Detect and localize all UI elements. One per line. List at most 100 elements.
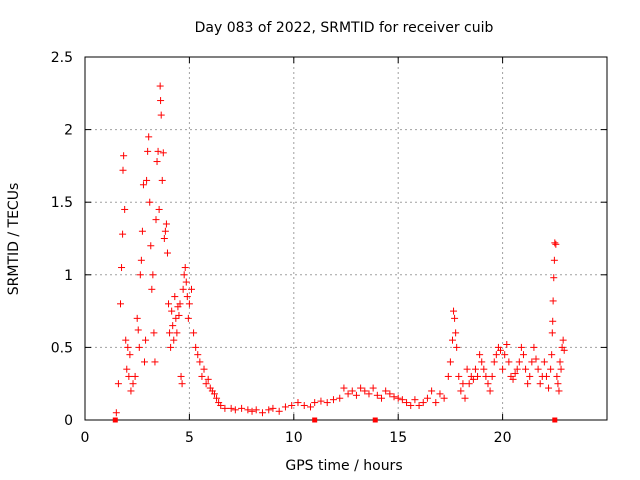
data-point [461, 394, 469, 402]
data-point [542, 372, 550, 380]
data-point [501, 351, 509, 359]
data-point [398, 396, 406, 404]
data-point [123, 365, 131, 373]
data-point [156, 82, 164, 90]
data-point [244, 406, 252, 414]
x-tick-label: 15 [389, 430, 407, 446]
data-point [221, 404, 229, 412]
data-point [505, 358, 513, 366]
data-point [503, 340, 511, 348]
data-point [478, 358, 486, 366]
data-point [432, 399, 440, 407]
data-point [252, 406, 260, 414]
data-point [217, 401, 225, 409]
data-point [517, 343, 525, 351]
y-axis-label: SRMTID / TECUs [6, 183, 22, 296]
data-point [423, 394, 431, 402]
data-point [480, 365, 488, 373]
data-point [150, 329, 158, 337]
data-point [549, 297, 557, 305]
data-point [166, 329, 174, 337]
data-point [200, 365, 208, 373]
data-point [407, 401, 415, 409]
data-point [453, 343, 461, 351]
data-point [116, 300, 124, 308]
data-point [329, 396, 337, 404]
data-point [377, 394, 385, 402]
zero-marker [372, 417, 378, 423]
data-point [137, 256, 145, 264]
data-point [415, 401, 423, 409]
plot-frame [84, 56, 608, 421]
data-point [185, 300, 193, 308]
data-point [138, 227, 146, 235]
data-point [336, 394, 344, 402]
axis-ticks: 0 5 10 15 20 0 0.5 1 1.5 2 2.5 [51, 50, 607, 446]
data-point [340, 384, 348, 392]
data-point [144, 147, 152, 155]
data-point [112, 409, 120, 417]
data-point [497, 346, 505, 354]
data-point [452, 329, 460, 337]
data-point [227, 404, 235, 412]
data-point [471, 365, 479, 373]
data-point [528, 358, 536, 366]
data-point [179, 285, 187, 293]
data-point [210, 390, 218, 398]
data-point [524, 380, 532, 388]
data-point [386, 390, 394, 398]
data-point [178, 380, 186, 388]
data-point [540, 358, 548, 366]
data-point [135, 343, 143, 351]
data-point [382, 387, 390, 395]
data-point [143, 176, 151, 184]
data-points [112, 82, 568, 423]
data-point [196, 358, 204, 366]
data-point [557, 365, 565, 373]
data-point [352, 391, 360, 399]
data-point [265, 406, 273, 414]
data-point [526, 372, 534, 380]
data-point [440, 394, 448, 402]
data-point [450, 307, 458, 315]
data-point [184, 314, 192, 322]
data-point [548, 351, 556, 359]
data-point [490, 358, 498, 366]
data-point [536, 380, 544, 388]
data-point [119, 230, 127, 238]
data-point [465, 380, 473, 388]
data-point [158, 176, 166, 184]
data-point [141, 358, 149, 366]
data-point [162, 220, 170, 228]
y-tick-label: 0.5 [51, 340, 73, 356]
data-point [545, 384, 553, 392]
data-point [403, 399, 411, 407]
data-point [519, 351, 527, 359]
data-point [373, 391, 381, 399]
data-point [511, 370, 519, 378]
data-point [192, 343, 200, 351]
x-tick-label: 5 [185, 430, 194, 446]
data-point [163, 249, 171, 257]
x-tick-label: 10 [285, 430, 303, 446]
grid-lines [85, 57, 607, 420]
data-point [369, 384, 377, 392]
data-point [550, 256, 558, 264]
data-point [198, 372, 206, 380]
zero-marker [552, 417, 558, 423]
data-point [547, 365, 555, 373]
y-tick-label: 1 [64, 268, 73, 284]
data-point [269, 404, 277, 412]
data-point [411, 396, 419, 404]
data-point [307, 403, 315, 411]
data-point [124, 343, 132, 351]
data-point [323, 399, 331, 407]
data-point [294, 399, 302, 407]
y-tick-label: 1.5 [51, 195, 73, 211]
data-point [317, 397, 325, 405]
y-tick-label: 2 [64, 123, 73, 139]
data-point [119, 166, 127, 174]
data-point [120, 152, 128, 160]
data-point [136, 271, 144, 279]
